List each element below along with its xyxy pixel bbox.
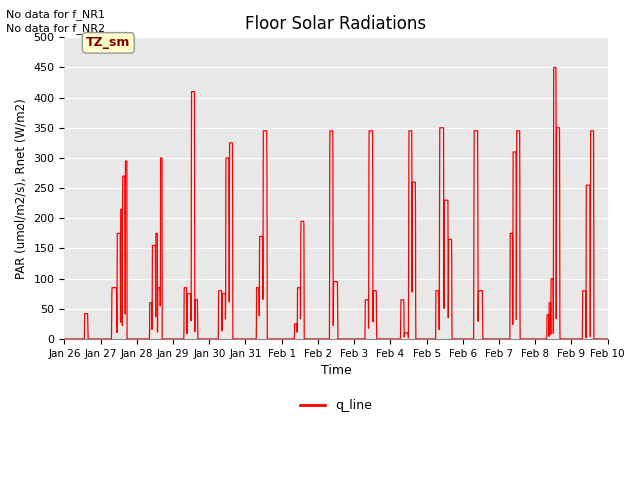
Text: TZ_sm: TZ_sm: [86, 36, 131, 49]
Text: No data for f_NR1: No data for f_NR1: [6, 9, 106, 20]
Y-axis label: PAR (umol/m2/s), Rnet (W/m2): PAR (umol/m2/s), Rnet (W/m2): [15, 98, 28, 278]
Text: No data for f_NR2: No data for f_NR2: [6, 23, 106, 34]
Title: Floor Solar Radiations: Floor Solar Radiations: [246, 15, 427, 33]
X-axis label: Time: Time: [321, 364, 351, 377]
Legend: q_line: q_line: [295, 394, 377, 417]
